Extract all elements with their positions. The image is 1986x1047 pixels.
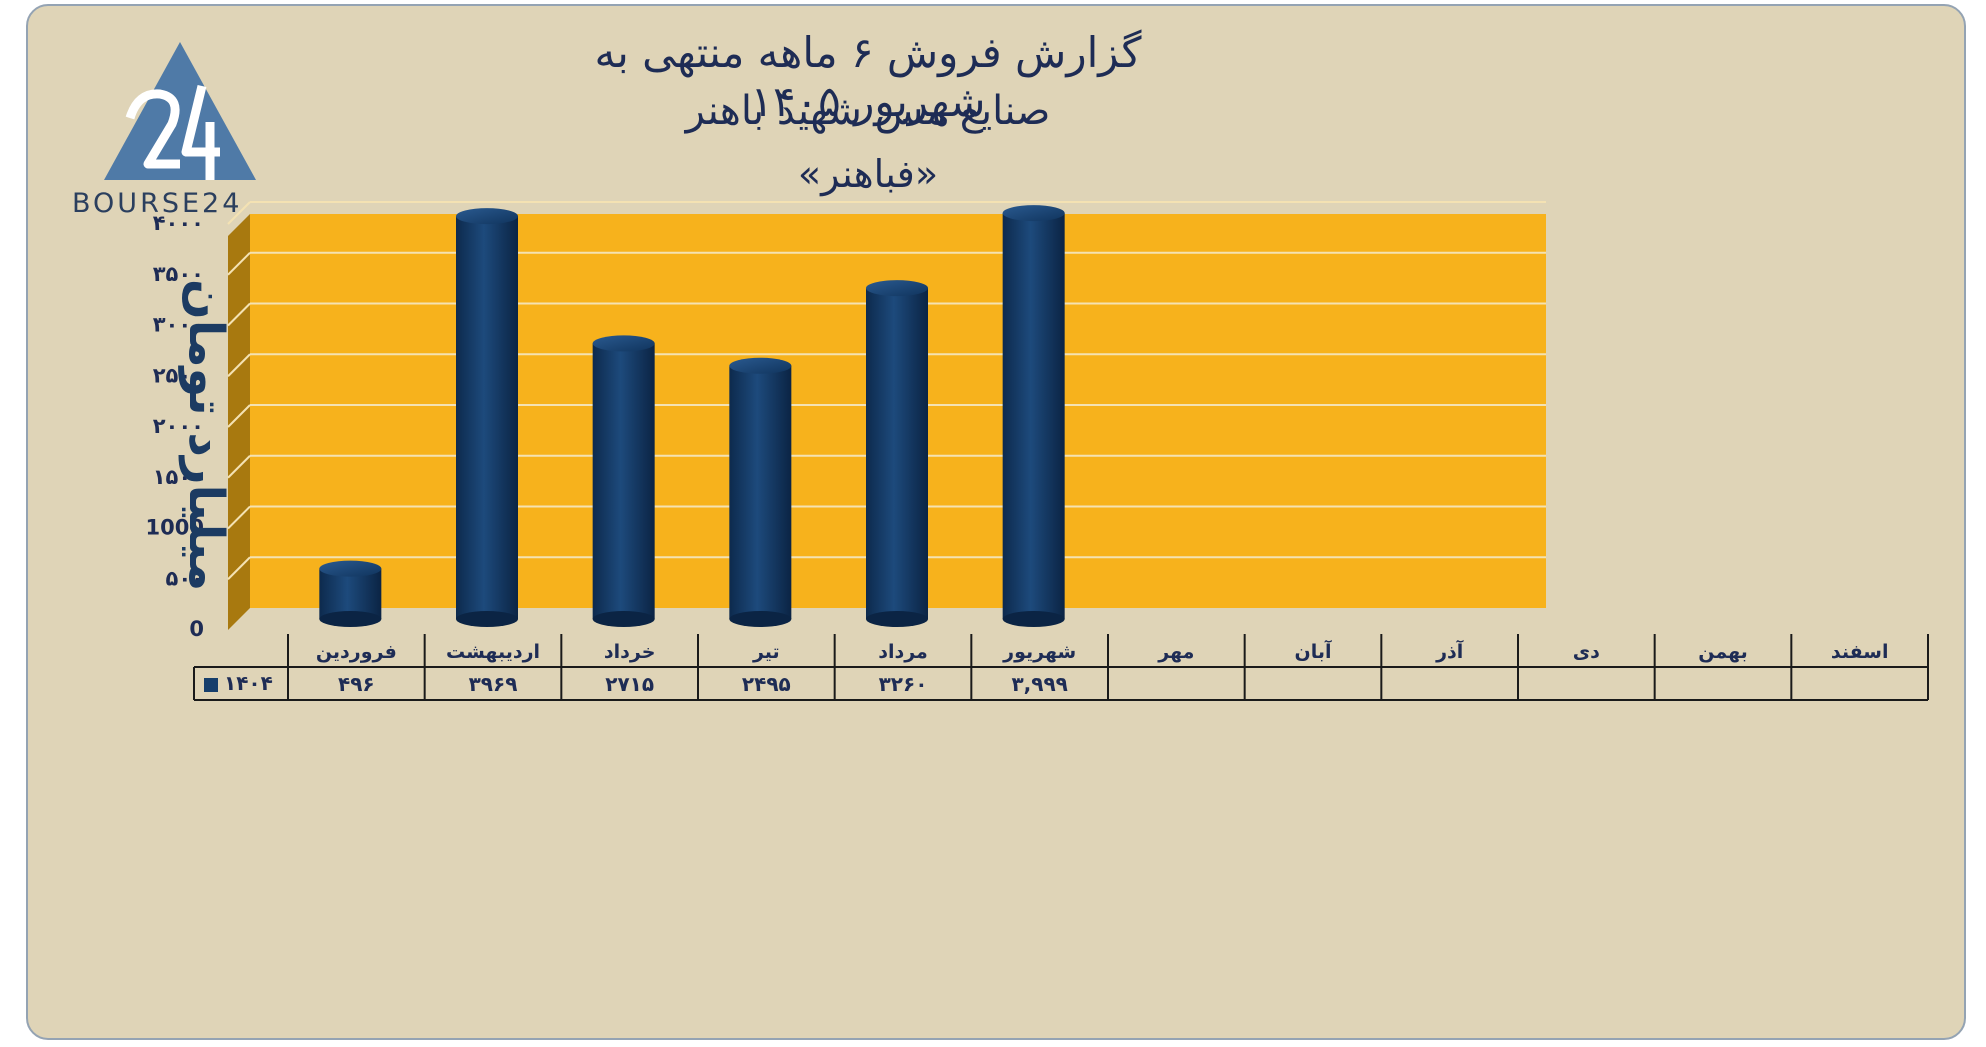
x-category-label: آذر <box>1435 639 1464 663</box>
bar <box>866 280 928 627</box>
gridline-side <box>227 353 251 377</box>
data-label: ۳,۹۹۹ <box>1011 672 1067 696</box>
y-tick-label: ۴۰۰۰ <box>153 211 204 235</box>
x-category-label: آبان <box>1295 639 1332 663</box>
y-tick-label: ۱۵۰۰ <box>153 465 204 489</box>
data-label: ۳۹۶۹ <box>469 672 518 696</box>
logo-text: BOURSE24 <box>72 188 243 219</box>
x-category-label: فروردین <box>316 641 397 663</box>
plot-side-wall <box>228 214 250 630</box>
bar-chart: 0 ۵۰۰ 1000 ۱۵۰۰ ۲۰۰۰ ۲۵۰۰ ۳۰۰۰ ۳۵۰۰ ۴۰۰۰ میلیارد … <box>146 201 1929 701</box>
y-tick-label: 1000 <box>146 516 204 540</box>
y-tick-label: ۲۵۰۰ <box>153 363 204 387</box>
x-category-label: اسفند <box>1831 641 1889 663</box>
data-label: ۳۲۶۰ <box>879 672 928 696</box>
data-label: ۴۹۶ <box>338 672 375 696</box>
x-category-label: مهر <box>1157 641 1194 663</box>
y-axis-label: میلیارد تومان <box>178 279 234 591</box>
data-label: ۲۴۹۵ <box>742 672 791 696</box>
legend-swatch <box>204 678 218 692</box>
chart-title-line-3: «فباهنر» <box>797 152 939 196</box>
gridline-side <box>227 505 251 530</box>
bar <box>456 208 518 627</box>
x-category-label: خرداد <box>604 641 656 663</box>
x-category-label: بهمن <box>1698 641 1748 663</box>
x-category-label: شهریور <box>1002 641 1076 663</box>
data-label: ۲۷۱۵ <box>605 672 654 696</box>
x-category-label: تیر <box>752 641 780 663</box>
gridline-side <box>227 404 251 428</box>
chart-title-line-2: صنایع مس شهید باهنر <box>685 88 1051 134</box>
x-category-label: اردیبهشت <box>446 641 540 663</box>
gridline-side <box>227 201 251 225</box>
gridline-side <box>227 556 251 580</box>
y-tick-label: ۵۰۰ <box>166 566 204 590</box>
gridline-side <box>227 252 251 276</box>
bar <box>592 335 655 627</box>
y-tick-label: ۲۰۰۰ <box>153 414 204 438</box>
y-tick-label: 0 <box>189 617 204 641</box>
bar <box>319 560 382 627</box>
bourse24-logo <box>68 34 308 234</box>
gridline-side <box>227 302 251 327</box>
gridline-side <box>227 455 251 479</box>
legend-entry: ۱۴۰۴ <box>224 671 273 695</box>
bar <box>729 357 792 627</box>
bar <box>1002 205 1065 627</box>
y-tick-label: ۳۰۰۰ <box>153 313 204 337</box>
y-tick-label: ۳۵۰۰ <box>153 262 204 286</box>
chart-title-line-1: گزارش فروش ۶ ماهه منتهی به شهریور ۱۴۰۵ <box>594 28 1142 126</box>
x-category-label: دی <box>1573 641 1600 663</box>
chart-frame: BOURSE24 گزارش فروش ۶ ماهه منتهی به شهری… <box>26 4 1966 1040</box>
x-category-label: مرداد <box>878 641 928 663</box>
